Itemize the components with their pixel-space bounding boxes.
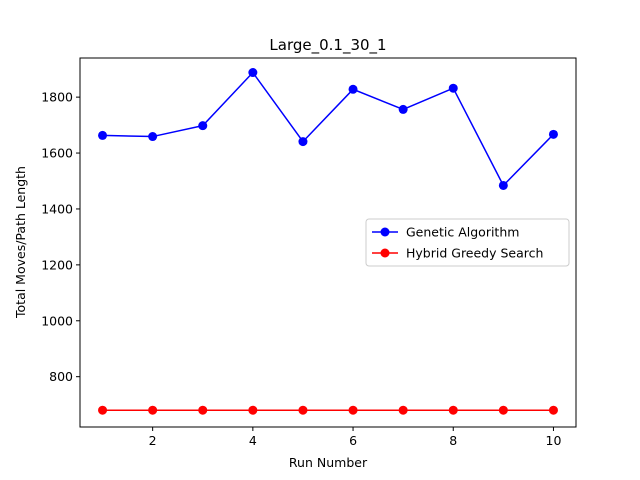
- series-2-point-9: [498, 405, 508, 415]
- x-tick-label: 2: [149, 433, 157, 448]
- series-1-point-8: [448, 83, 458, 93]
- plot-frame: [79, 57, 577, 428]
- x-tick-label: 10: [546, 433, 562, 448]
- series-2-point-6: [348, 405, 358, 415]
- series-2-point-7: [398, 405, 408, 415]
- series-1-point-2: [148, 132, 158, 142]
- series-1-point-7: [398, 104, 408, 114]
- series-2-point-4: [248, 405, 258, 415]
- x-axis-label: Run Number: [289, 455, 368, 470]
- series-1-point-3: [198, 121, 208, 131]
- series-2-point-10: [548, 405, 558, 415]
- series-1-point-10: [548, 129, 558, 139]
- y-tick-label: 1600: [41, 146, 73, 161]
- legend-box: [365, 218, 570, 267]
- legend-marker-1: [380, 227, 390, 237]
- x-tick-label: 6: [349, 433, 357, 448]
- y-tick-label: 1400: [41, 201, 73, 216]
- series-1-point-5: [298, 137, 308, 147]
- series-1-point-1: [98, 130, 108, 140]
- legend: Genetic Algorithm Hybrid Greedy Search: [365, 218, 570, 267]
- x-tick-label: 4: [249, 433, 257, 448]
- series-2-point-1: [98, 405, 108, 415]
- series-2-point-5: [298, 405, 308, 415]
- legend-marker-2: [380, 248, 390, 258]
- series-2-point-2: [148, 405, 158, 415]
- series-1-point-6: [348, 84, 358, 94]
- legend-label-1: Genetic Algorithm: [406, 225, 519, 240]
- y-tick-label: 1000: [41, 313, 73, 328]
- series-line-1: [102, 71, 554, 187]
- y-tick-label: 1800: [41, 90, 73, 105]
- series-2-point-3: [198, 405, 208, 415]
- y-axis-label: Total Moves/Path Length: [13, 166, 28, 319]
- series-1-point-4: [248, 68, 258, 78]
- y-tick-label: 1200: [41, 257, 73, 272]
- chart-title: Large_0.1_30_1: [269, 36, 386, 55]
- y-tick-label: 800: [49, 369, 73, 384]
- legend-label-2: Hybrid Greedy Search: [406, 246, 543, 261]
- series-1-point-9: [498, 180, 508, 190]
- x-tick-label: 8: [449, 433, 457, 448]
- series-2-point-8: [448, 405, 458, 415]
